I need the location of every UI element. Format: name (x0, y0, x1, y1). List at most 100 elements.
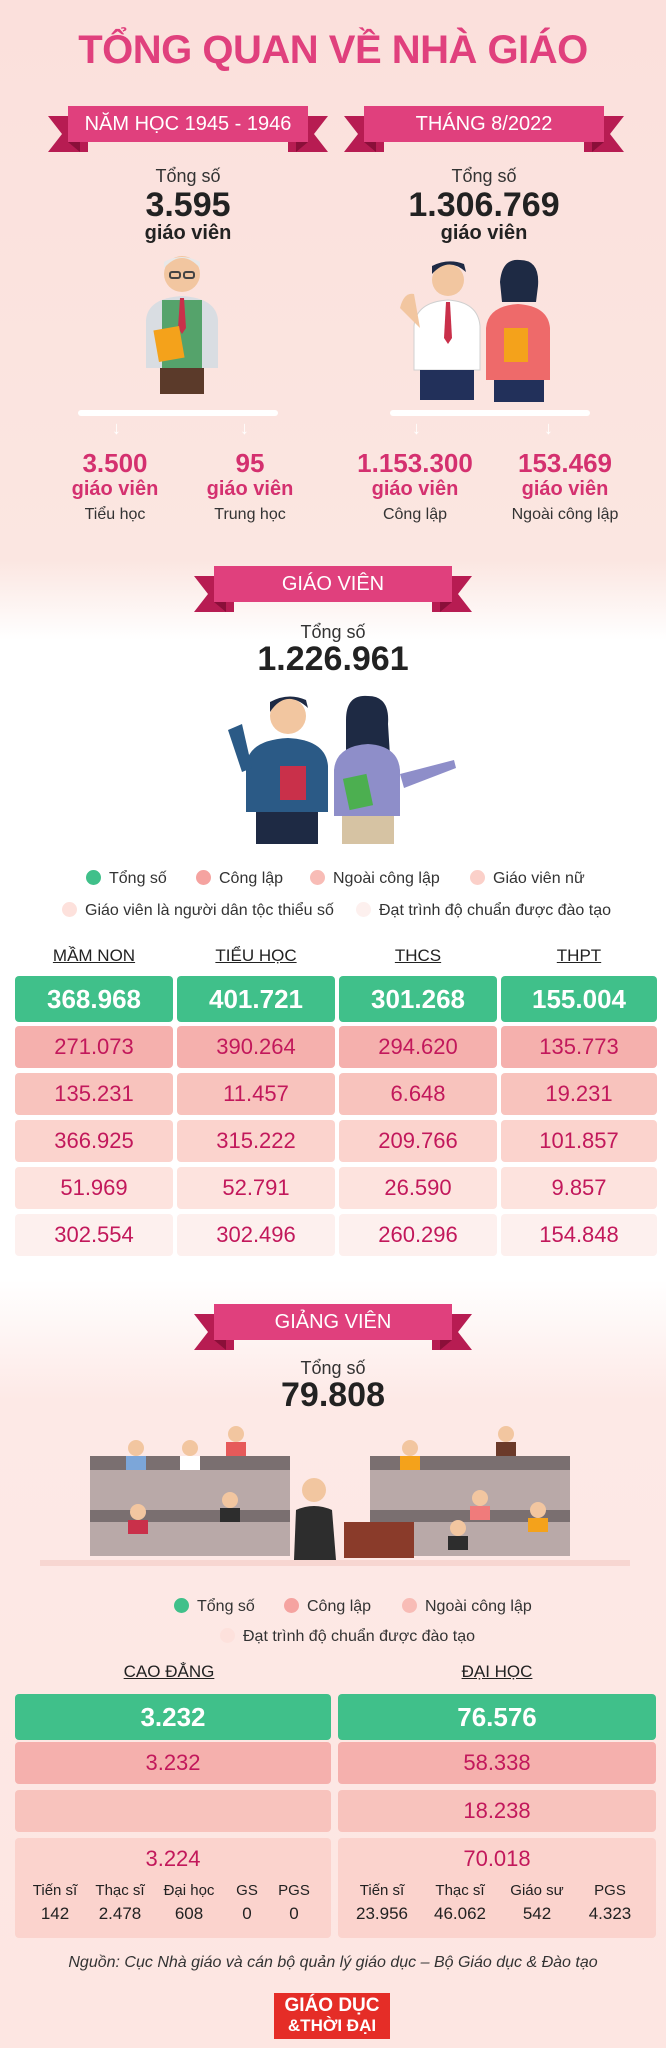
table-cell: 11.457 (177, 1073, 335, 1115)
ribbon-2022: THÁNG 8/2022 (344, 106, 624, 152)
table-cell: 6.648 (339, 1073, 497, 1115)
teachers-legend-total: Tổng số (86, 870, 167, 888)
cd-breakdown-label: Thạc sĩ (95, 1882, 145, 1899)
right-a-label: Công lập (382, 506, 448, 523)
left-b-label: Trung học (214, 506, 286, 523)
right-total-label: Tổng số (451, 166, 517, 186)
teachers-legend-public: Công lập (196, 870, 283, 888)
lecturers-total-value: 79.808 (281, 1376, 385, 1414)
cd-breakdown-label: Tiến sĩ (32, 1882, 78, 1899)
lecturers-legend-public: Công lập (284, 1598, 371, 1616)
table-cell: 58.338 (338, 1742, 656, 1784)
teachers-legend-private: Ngoài công lập (310, 870, 440, 888)
table-cell: 135.231 (15, 1073, 173, 1115)
col-tieu-hoc: TIỂU HỌC (215, 946, 297, 965)
ribbon-1945-label: NĂM HỌC 1945 - 1946 (68, 106, 308, 142)
publisher-logo: GIÁO DỤC &THỜI ĐẠI (274, 1993, 390, 2039)
cd-breakdown-value: 2.478 (98, 1904, 142, 1923)
table-cell: 209.766 (339, 1120, 497, 1162)
dh-breakdown-value: 23.956 (356, 1904, 408, 1923)
cd-breakdown-label: Đại học (163, 1882, 215, 1899)
table-cell: 52.791 (177, 1167, 335, 1209)
table-cell (15, 1790, 331, 1832)
dh-breakdown-value: 4.323 (588, 1904, 632, 1923)
cd-breakdown-value: 0 (289, 1904, 299, 1923)
dh-breakdown-label: Giáo sư (510, 1882, 564, 1899)
left-b-value: 95 (235, 448, 265, 478)
lecturers-legend-total: Tổng số (174, 1598, 255, 1616)
teachers-legend-standard: Đạt trình độ chuẩn được đào tạo (356, 902, 611, 920)
table-cell: 101.857 (501, 1120, 657, 1162)
left-total-value: 3.595 (145, 186, 231, 224)
left-total-unit: giáo viên (144, 222, 232, 244)
table-cell: 260.296 (339, 1214, 497, 1256)
table-cell: 9.857 (501, 1167, 657, 1209)
table-cell: 302.554 (15, 1214, 173, 1256)
teachers-total-value: 1.226.961 (257, 640, 409, 678)
logo-line2: &THỜI ĐẠI (287, 2016, 377, 2035)
table-cell: 18.238 (338, 1790, 656, 1832)
right-b-unit: giáo viên (521, 478, 609, 500)
right-b-value: 153.469 (518, 448, 612, 478)
teachers-legend-ethnic: Giáo viên là người dân tộc thiểu số (62, 902, 334, 920)
table-cell: 135.773 (501, 1026, 657, 1068)
table-cell: 3.224 (145, 1846, 201, 1871)
table-cell: 51.969 (15, 1167, 173, 1209)
logo-line1: GIÁO DỤC (284, 1995, 380, 2016)
page-title: TỔNG QUAN VỀ NHÀ GIÁO (78, 28, 588, 72)
left-total-label: Tổng số (155, 166, 221, 186)
dai-hoc-standard-box: 70.018 (338, 1838, 656, 1938)
right-a-value: 1.153.300 (357, 448, 473, 478)
ribbon-teachers: GIÁO VIÊN (194, 566, 472, 612)
dh-breakdown-label: PGS (594, 1882, 626, 1899)
table-cell: 315.222 (177, 1120, 335, 1162)
table-cell: 301.268 (339, 976, 497, 1022)
right-total-value: 1.306.769 (408, 186, 560, 224)
cd-breakdown-label: GS (236, 1882, 258, 1899)
col-dai-hoc: ĐẠI HỌC (461, 1662, 533, 1681)
table-cell: 271.073 (15, 1026, 173, 1068)
left-a-unit: giáo viên (71, 478, 159, 500)
ribbon-lecturers-label: GIẢNG VIÊN (214, 1304, 452, 1340)
lecturers-legend-standard: Đạt trình độ chuẩn được đào tạo (220, 1628, 475, 1646)
col-thpt: THPT (556, 946, 602, 965)
table-cell: 294.620 (339, 1026, 497, 1068)
dh-breakdown-label: Thạc sĩ (435, 1882, 485, 1899)
teachers-illustration (228, 695, 456, 844)
dh-breakdown-label: Tiến sĩ (359, 1882, 405, 1899)
col-cao-dang: CAO ĐẲNG (123, 1662, 215, 1681)
right-b-label: Ngoài công lập (511, 506, 619, 523)
left-b-unit: giáo viên (206, 478, 294, 500)
ribbon-teachers-label: GIÁO VIÊN (214, 566, 452, 602)
table-cell: 368.968 (15, 976, 173, 1022)
teachers-legend-female: Giáo viên nữ (470, 870, 585, 888)
table-cell: 3.232 (15, 1694, 331, 1740)
lecturers-legend-private: Ngoài công lập (402, 1598, 532, 1616)
cd-breakdown-value: 608 (174, 1904, 204, 1923)
right-a-unit: giáo viên (371, 478, 459, 500)
table-cell: 366.925 (15, 1120, 173, 1162)
table-cell: 3.232 (15, 1742, 331, 1784)
cao-dang-standard-box: 3.224 (15, 1838, 331, 1938)
col-thcs: THCS (394, 946, 442, 965)
table-cell: 302.496 (177, 1214, 335, 1256)
left-a-label: Tiểu học (84, 506, 146, 523)
lecture-hall-illustration (40, 1426, 630, 1566)
cd-breakdown-value: 142 (40, 1904, 70, 1923)
table-cell: 76.576 (338, 1694, 656, 1740)
right-total-unit: giáo viên (440, 222, 528, 244)
ribbon-lecturers: GIẢNG VIÊN (194, 1304, 472, 1350)
source-note: Nguồn: Cục Nhà giáo và cán bộ quản lý gi… (68, 1954, 598, 1971)
old-teacher-illustration (146, 256, 218, 394)
dh-breakdown-value: 542 (522, 1904, 552, 1923)
dh-breakdown-value: 46.062 (434, 1904, 486, 1923)
cd-breakdown-label: PGS (278, 1882, 310, 1899)
teachers-total-label: Tổng số (300, 622, 366, 642)
table-cell: 26.590 (339, 1167, 497, 1209)
table-cell: 401.721 (177, 976, 335, 1022)
young-teachers-illustration (400, 259, 550, 402)
table-cell: 154.848 (501, 1214, 657, 1256)
lecturers-total-label: Tổng số (300, 1358, 366, 1378)
table-cell: 390.264 (177, 1026, 335, 1068)
col-mam-non: MẦM NON (52, 946, 136, 965)
